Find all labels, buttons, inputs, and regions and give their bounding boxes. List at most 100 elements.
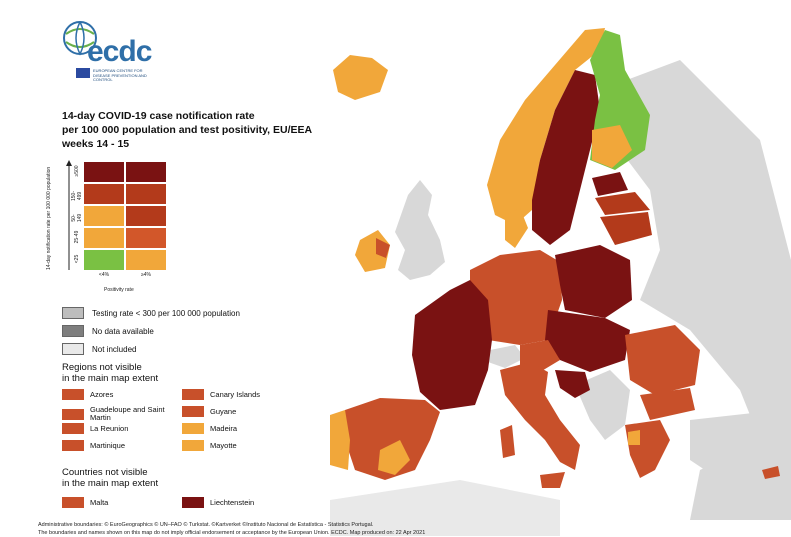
map-cyprus — [762, 466, 780, 479]
countries-heading: Countries not visible in the main map ex… — [62, 467, 158, 489]
legend-swatch — [62, 343, 84, 355]
matrix-y-tick: <25 — [74, 254, 80, 264]
legend-swatch — [62, 325, 84, 337]
legend-item: Testing rate < 300 per 100 000 populatio… — [62, 307, 240, 319]
map-sweden — [532, 70, 600, 245]
country-item: Malta — [62, 497, 180, 508]
region-item: Guyane — [182, 406, 300, 417]
map-finland-south — [592, 125, 632, 168]
map-switzerland — [488, 345, 525, 368]
map-poland — [555, 245, 632, 318]
title-line-2: per 100 000 population and test positivi… — [62, 124, 313, 136]
country-item: Liechtenstein — [182, 497, 300, 508]
map-germany-benelux — [470, 250, 562, 345]
country-label: Liechtenstein — [210, 497, 255, 507]
map-ireland-north — [376, 238, 390, 258]
matrix-cell — [126, 250, 166, 270]
map-greece-north — [628, 430, 640, 445]
map-latvia — [595, 192, 650, 215]
regions-heading-line-1: Regions not visible — [62, 362, 142, 373]
region-label: Guyane — [210, 406, 237, 416]
ecdc-subtitle: EUROPEAN CENTRE FOR DISEASE PREVENTION A… — [93, 68, 147, 82]
region-label: Guadeloupe and Saint Martin — [90, 405, 165, 422]
map-bulgaria — [640, 388, 695, 420]
matrix-y-tick: 150-499 — [71, 191, 83, 202]
matrix-y-tick: 25-49 — [74, 230, 80, 244]
map-iceland — [333, 55, 388, 100]
map-uk — [395, 180, 445, 280]
eu-flag-icon — [76, 68, 90, 78]
countries-heading-line-2: in the main map extent — [62, 478, 159, 489]
legend-label: Testing rate < 300 per 100 000 populatio… — [92, 308, 240, 318]
matrix-cell — [84, 162, 124, 182]
matrix-y-tick: 50-149 — [71, 213, 83, 223]
title-line-3: weeks 14 - 15 — [62, 138, 130, 150]
region-item: Mayotte — [182, 440, 300, 451]
region-swatch — [62, 423, 84, 434]
region-swatch — [62, 440, 84, 451]
map-sardinia — [500, 425, 515, 458]
region-label: Azores — [90, 389, 114, 399]
legend-item: No data available — [62, 325, 154, 337]
matrix-x-tick: ≥4% — [141, 272, 151, 278]
matrix-x-ticks: <4% ≥4% — [84, 272, 166, 280]
region-swatch — [62, 389, 84, 400]
legend-item: Not included — [62, 343, 136, 355]
region-item: Madeira — [182, 423, 300, 434]
region-item: La Reunion — [62, 423, 180, 434]
matrix-cell — [84, 250, 124, 270]
regions-heading-line-2: in the main map extent — [62, 373, 159, 384]
globe-icon — [63, 21, 97, 56]
region-item: Martinique — [62, 440, 180, 451]
matrix-cell — [126, 184, 166, 204]
region-item: Guadeloupe and Saint Martin — [62, 406, 180, 422]
map-norway — [487, 28, 605, 225]
region-swatch — [182, 406, 204, 417]
matrix-cell — [84, 184, 124, 204]
positivity-matrix — [84, 162, 166, 270]
map-title: 14-day COVID-19 case notification rate p… — [62, 109, 392, 151]
map-ireland — [355, 230, 390, 272]
map-north-africa — [330, 480, 560, 536]
country-label: Malta — [90, 497, 109, 507]
legend-swatch — [62, 307, 84, 319]
map-czech-slovakia-hungary — [545, 310, 630, 372]
map-turkey — [690, 410, 791, 480]
region-label: Mayotte — [210, 440, 237, 450]
regions-heading: Regions not visible in the main map exte… — [62, 362, 158, 384]
region-label: La Reunion — [90, 423, 129, 433]
matrix-cell — [84, 206, 124, 226]
matrix-y-tick: ≥500 — [74, 165, 80, 177]
matrix-x-axis-label: Positivity rate — [104, 287, 134, 293]
map-croatia — [555, 370, 590, 398]
map-denmark — [505, 208, 528, 248]
map-spain-south — [378, 440, 410, 475]
region-label: Madeira — [210, 423, 238, 433]
countries-heading-line-1: Countries not visible — [62, 467, 148, 478]
map-lithuania — [600, 212, 652, 245]
map-estonia — [592, 172, 628, 196]
footer-line-1: Administrative boundaries: © EuroGeograp… — [38, 522, 374, 528]
footer: Administrative boundaries: © EuroGeograp… — [38, 521, 778, 537]
country-swatch — [182, 497, 204, 508]
region-swatch — [182, 389, 204, 400]
map-portugal — [330, 410, 350, 470]
title-line-1: 14-day COVID-19 case notification rate — [62, 110, 255, 122]
map-non-eu-east — [600, 60, 791, 520]
region-label: Martinique — [90, 440, 126, 450]
matrix-x-tick: <4% — [98, 272, 110, 278]
region-swatch — [182, 440, 204, 451]
matrix-y-axis-label: 14-day notification rate per 100 000 pop… — [46, 166, 52, 270]
region-swatch — [62, 408, 84, 420]
map-spain — [345, 398, 440, 480]
matrix-cell — [126, 206, 166, 226]
matrix-cell — [84, 228, 124, 248]
y-axis-arrow-icon — [66, 160, 72, 270]
country-swatch — [62, 497, 84, 508]
map-greece — [625, 420, 670, 478]
legend-label: No data available — [92, 326, 154, 336]
region-item: Canary Islands — [182, 389, 300, 400]
ecdc-wordmark: ecdc — [87, 35, 152, 68]
matrix-cell — [126, 162, 166, 182]
legend-label: Not included — [92, 344, 137, 354]
